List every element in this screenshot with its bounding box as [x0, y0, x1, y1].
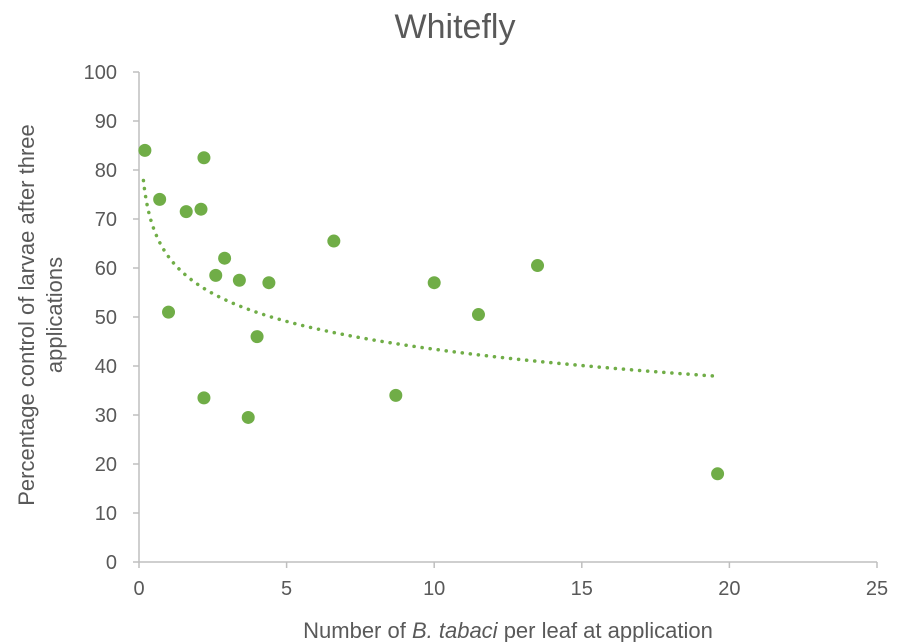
y-tick-label: 10: [95, 503, 117, 525]
y-axis-label-line1: Percentage control of larvae after three: [14, 124, 39, 506]
data-point: [209, 268, 223, 282]
data-point: [153, 192, 167, 206]
y-tick-label: 20: [95, 454, 117, 476]
y-tick-label: 0: [106, 552, 117, 574]
data-point: [197, 391, 211, 405]
x-tick-label: 5: [281, 578, 292, 600]
data-point: [531, 259, 545, 273]
data-point: [162, 305, 176, 319]
x-tick-label: 10: [423, 578, 445, 600]
data-point: [197, 151, 211, 165]
data-point: [262, 276, 276, 290]
data-point: [218, 251, 232, 265]
y-axis-label: Percentage control of larvae after three…: [14, 124, 67, 506]
y-tick-label: 80: [95, 160, 117, 182]
x-axis-label: Number of B. tabaci per leaf at applicat…: [303, 618, 713, 642]
x-tick-label: 25: [866, 578, 888, 600]
y-tick-label: 60: [95, 258, 117, 280]
axes: [133, 71, 878, 568]
data-point: [427, 276, 441, 290]
x-tick-label: 20: [718, 578, 740, 600]
data-point: [389, 388, 403, 402]
y-tick-label: 70: [95, 209, 117, 231]
x-tick-label: 0: [133, 578, 144, 600]
data-point: [471, 308, 485, 322]
data-point: [232, 273, 246, 287]
y-axis-label-line2: applications: [42, 257, 67, 373]
data-point: [194, 202, 208, 216]
x-axis-label-prefix: Number of: [303, 618, 412, 642]
chart-title: Whitefly: [395, 8, 516, 46]
data-point: [241, 410, 255, 424]
y-tick-label: 30: [95, 405, 117, 427]
data-point: [711, 467, 725, 481]
data-points: [138, 143, 725, 481]
x-axis-label-italic: B. tabaci: [412, 618, 499, 642]
x-axis-label-suffix: per leaf at application: [498, 618, 713, 642]
y-tick-label: 40: [95, 356, 117, 378]
y-tick-label: 50: [95, 307, 117, 329]
y-tick-label: 90: [95, 111, 117, 133]
data-point: [250, 330, 264, 344]
y-tick-label: 100: [84, 62, 117, 84]
data-point: [179, 205, 193, 219]
trendline-group: [141, 178, 720, 379]
data-point: [327, 234, 341, 248]
data-point: [138, 143, 152, 157]
tick-labels: 0 10 20 30 40 50 60 70 80 90 100 0 5 10 15 20 25: [84, 62, 889, 600]
trendline: [141, 178, 720, 379]
x-tick-label: 15: [571, 578, 593, 600]
